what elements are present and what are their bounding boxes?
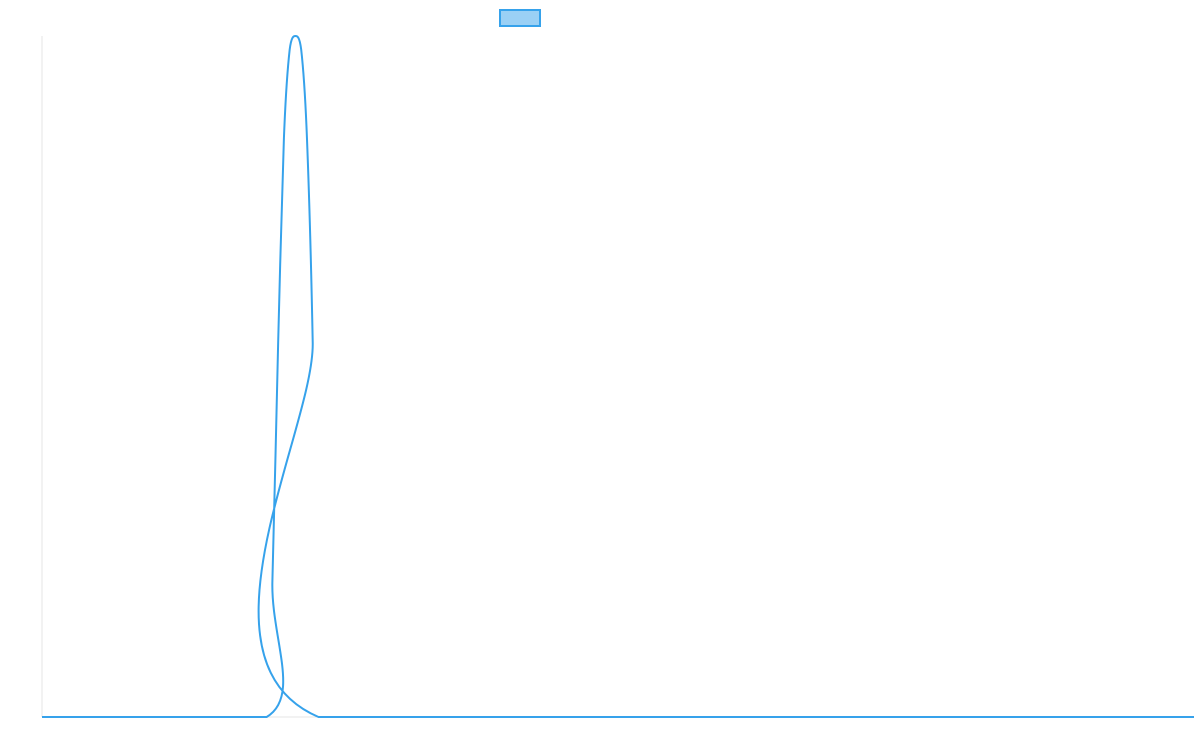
data-point-0-11[interactable] [1191, 714, 1197, 720]
data-point-0-8[interactable] [304, 135, 310, 141]
data-point-0-9[interactable] [310, 339, 316, 345]
legend-swatch[interactable] [499, 9, 541, 27]
data-point-0-3[interactable] [275, 339, 281, 345]
series-layer [39, 33, 1197, 720]
data-point-0-1[interactable] [264, 714, 270, 720]
series-line-0 [41, 35, 1194, 719]
legend[interactable] [499, 9, 541, 27]
data-point-0-10[interactable] [315, 714, 321, 720]
data-point-0-7[interactable] [298, 47, 304, 53]
data-point-0-2[interactable] [269, 578, 275, 584]
data-point-0-0[interactable] [39, 714, 45, 720]
data-point-0-5[interactable] [287, 47, 293, 53]
data-point-0-6[interactable] [292, 33, 298, 39]
data-point-0-4[interactable] [281, 135, 287, 141]
